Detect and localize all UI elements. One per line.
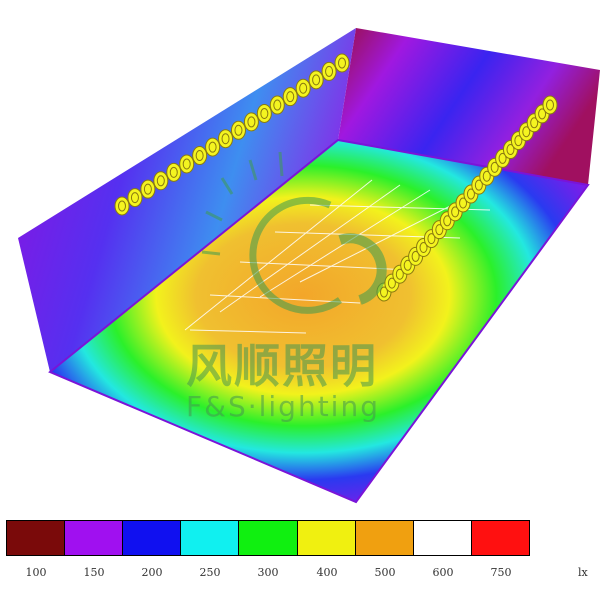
floor-edge (48, 138, 590, 504)
legend-swatch (7, 521, 66, 555)
legend-unit: lx (578, 566, 588, 579)
legend-tick: 750 (490, 566, 512, 579)
luminaire-row-left (114, 53, 350, 216)
luminaire-inner-ring (427, 233, 436, 245)
legend-swatch (239, 521, 298, 555)
luminaire-inner-ring (530, 117, 539, 129)
luminaire-icon (282, 87, 298, 107)
luminaire-inner-ring (156, 175, 165, 187)
luminaire-inner-ring (538, 108, 547, 120)
legend-tick: 200 (141, 566, 163, 579)
color-scale-legend (6, 520, 530, 556)
luminaire-inner-ring (514, 135, 523, 147)
luminaire-inner-ring (506, 144, 515, 156)
legend-swatch (123, 521, 182, 555)
luminaire-inner-ring (387, 277, 396, 289)
luminaire-inner-ring (118, 200, 126, 212)
luminaire-icon (205, 137, 221, 157)
luminaire-inner-ring (419, 241, 428, 253)
watermark-english: F&S·lighting (186, 390, 380, 423)
legend-swatch (181, 521, 240, 555)
luminaire-inner-ring (546, 99, 554, 111)
luminaire-icon (127, 188, 143, 208)
luminaire-inner-ring (273, 99, 282, 111)
luminaire-inner-ring (482, 170, 491, 182)
legend-tick: 250 (199, 566, 221, 579)
luminaire-inner-ring (260, 107, 269, 119)
back-wall (338, 28, 600, 185)
luminaire-inner-ring (411, 250, 420, 262)
luminaire-inner-ring (195, 150, 204, 162)
watermark-logo-icon (201, 151, 387, 314)
watermark-chinese: 风顺照明 (186, 339, 378, 393)
luminaire-inner-ring (221, 133, 230, 145)
luminaire-icon (179, 154, 195, 174)
floor-plane (50, 140, 588, 502)
luminaire-inner-ring (299, 82, 308, 94)
legend-tick: 500 (374, 566, 396, 579)
luminaire-row-right (376, 95, 558, 302)
luminaire-icon (166, 162, 182, 182)
luminaire-icon (295, 78, 311, 98)
luminaire-icon (542, 95, 558, 115)
luminaire-inner-ring (490, 161, 499, 173)
luminaire-inner-ring (234, 124, 243, 136)
legend-swatch (355, 521, 414, 555)
legend-swatch (413, 521, 472, 555)
luminaire-icon (114, 196, 130, 216)
luminaire-icon (334, 53, 350, 73)
luminaire-inner-ring (208, 141, 217, 153)
luminaire-inner-ring (522, 126, 531, 138)
luminaire-inner-ring (395, 268, 404, 280)
luminaire-inner-ring (380, 286, 388, 298)
luminaire-inner-ring (474, 179, 483, 191)
luminaire-icon (256, 103, 272, 123)
legend-tick: 100 (25, 566, 47, 579)
luminaire-inner-ring (435, 224, 444, 236)
luminaire-icon (153, 171, 169, 191)
luminaire-icon (230, 120, 246, 140)
luminaire-icon (243, 112, 259, 132)
luminaire-inner-ring (403, 259, 412, 271)
luminaire-inner-ring (312, 74, 321, 86)
luminaire-inner-ring (338, 57, 346, 69)
luminaire-inner-ring (130, 192, 139, 204)
luminaire-icon (321, 61, 337, 81)
luminaire-inner-ring (247, 116, 256, 128)
luminaire-icon (308, 70, 324, 90)
luminaire-inner-ring (325, 65, 334, 77)
luminaire-icon (269, 95, 285, 115)
legend-swatch (471, 521, 529, 555)
luminaire-inner-ring (459, 197, 468, 209)
legend-tick: 400 (316, 566, 338, 579)
luminaire-icon (192, 146, 208, 166)
luminaire-inner-ring (143, 183, 152, 195)
luminaire-inner-ring (451, 206, 460, 218)
legend-tick: 150 (83, 566, 105, 579)
legend-swatch (65, 521, 124, 555)
luminaire-inner-ring (498, 152, 507, 164)
luminaire-inner-ring (182, 158, 191, 170)
luminaire-icon (218, 129, 234, 149)
legend-swatch (297, 521, 356, 555)
legend-tick: 600 (432, 566, 454, 579)
luminaire-inner-ring (466, 188, 475, 200)
luminaire-icon (140, 179, 156, 199)
legend-tick: 300 (257, 566, 279, 579)
luminaire-inner-ring (286, 91, 295, 103)
luminaire-inner-ring (169, 166, 178, 178)
luminaire-inner-ring (443, 215, 452, 227)
